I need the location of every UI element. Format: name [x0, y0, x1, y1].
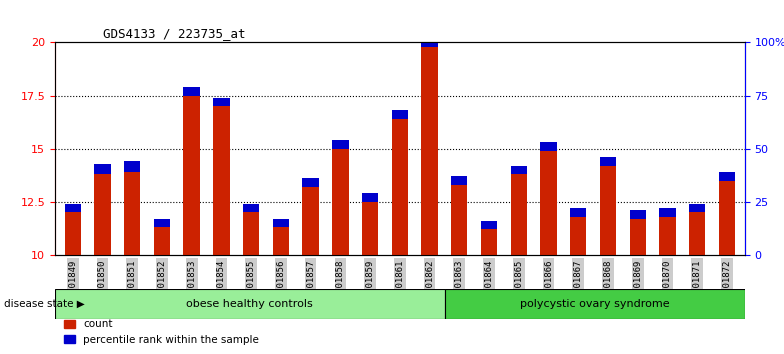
Bar — [540, 151, 557, 255]
Bar — [243, 204, 260, 212]
Bar — [213, 98, 230, 106]
Bar — [213, 106, 230, 255]
Bar — [540, 142, 557, 151]
Legend: count, percentile rank within the sample: count, percentile rank within the sample — [60, 315, 263, 349]
Bar — [481, 221, 497, 229]
Text: polycystic ovary syndrome: polycystic ovary syndrome — [520, 298, 670, 309]
Bar — [659, 208, 676, 217]
Bar — [510, 166, 527, 174]
Bar — [451, 185, 467, 255]
Bar — [332, 149, 349, 255]
Bar — [570, 217, 586, 255]
Bar — [689, 212, 706, 255]
Bar — [154, 219, 170, 227]
Bar — [183, 96, 200, 255]
Bar — [303, 178, 319, 187]
FancyBboxPatch shape — [55, 289, 445, 319]
Bar — [124, 161, 140, 172]
Bar — [362, 193, 378, 202]
Bar — [481, 229, 497, 255]
Bar — [719, 181, 735, 255]
Bar — [124, 172, 140, 255]
Bar — [243, 212, 260, 255]
Bar — [630, 210, 646, 219]
Bar — [451, 176, 467, 185]
Bar — [94, 174, 111, 255]
Bar — [332, 140, 349, 149]
Text: disease state ▶: disease state ▶ — [4, 298, 85, 309]
Bar — [600, 166, 616, 255]
Text: GDS4133 / 223735_at: GDS4133 / 223735_at — [103, 27, 245, 40]
Bar — [154, 227, 170, 255]
Bar — [570, 208, 586, 217]
Bar — [510, 174, 527, 255]
Bar — [659, 217, 676, 255]
Bar — [362, 202, 378, 255]
Bar — [421, 38, 437, 47]
Text: obese healthy controls: obese healthy controls — [187, 298, 314, 309]
Bar — [183, 87, 200, 96]
Bar — [273, 219, 289, 227]
Bar — [689, 204, 706, 212]
Bar — [273, 227, 289, 255]
Bar — [392, 110, 408, 119]
Bar — [421, 47, 437, 255]
Bar — [64, 204, 81, 212]
Bar — [600, 157, 616, 166]
Bar — [719, 172, 735, 181]
Bar — [303, 187, 319, 255]
FancyBboxPatch shape — [445, 289, 745, 319]
Bar — [94, 164, 111, 174]
Bar — [630, 219, 646, 255]
Bar — [64, 212, 81, 255]
Bar — [392, 119, 408, 255]
